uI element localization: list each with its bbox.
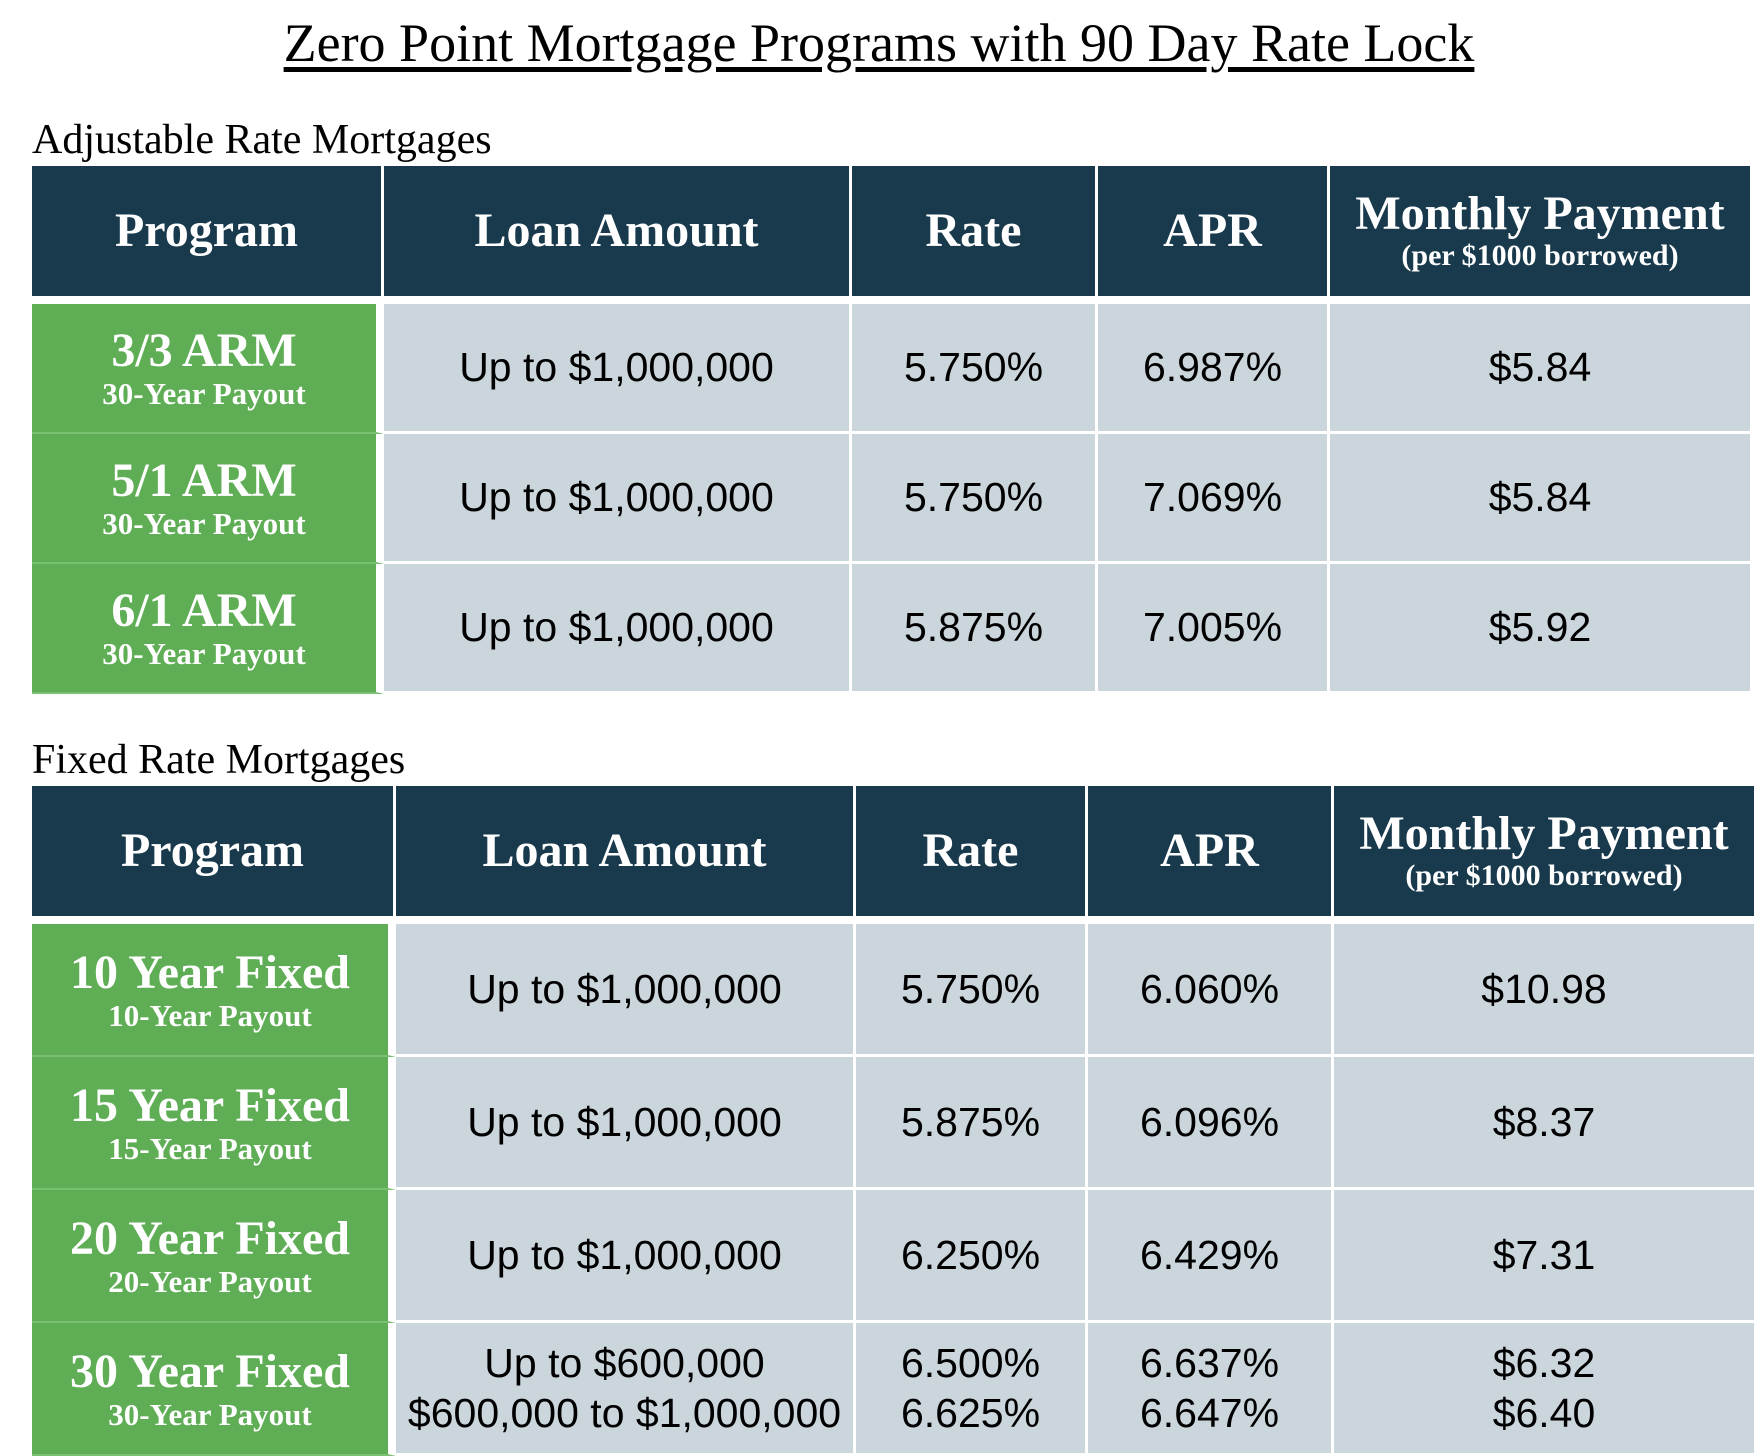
program-header: Program (32, 166, 384, 296)
program-header: Program (32, 786, 396, 916)
program-name: 6/1 ARM (111, 584, 297, 637)
loan-amount-tier-2: $600,000 to $1,000,000 (407, 1390, 842, 1436)
payment-cell: $7.31 (1334, 1190, 1754, 1323)
program-name: 20 Year Fixed (70, 1211, 350, 1265)
rate-cell: 6.500% 6.625% (856, 1323, 1088, 1456)
table-row: 20 Year Fixed 20-Year Payout Up to $1,00… (32, 1190, 1754, 1323)
fixed-rates-table: Program Loan Amount Rate APR Monthly Pay… (32, 786, 1754, 1456)
table-row: 15 Year Fixed 15-Year Payout Up to $1,00… (32, 1057, 1754, 1190)
program-payout: 20-Year Payout (108, 1263, 312, 1299)
page-title: Zero Point Mortgage Programs with 90 Day… (283, 13, 1475, 73)
table-row: 30 Year Fixed 30-Year Payout Up to $600,… (32, 1323, 1754, 1456)
loan-amount-cell: Up to $1,000,000 (396, 924, 856, 1057)
program-cell: 5/1 ARM 30-Year Payout (32, 434, 384, 564)
program-name: 5/1 ARM (111, 454, 297, 507)
table-header-row: Program Loan Amount Rate APR Monthly Pay… (32, 166, 1750, 296)
rate-header: Rate (852, 166, 1098, 296)
arm-section-title: Adjustable Rate Mortgages (32, 117, 492, 163)
arm-rates-table: Program Loan Amount Rate APR Monthly Pay… (32, 166, 1750, 694)
loan-amount-cell: Up to $600,000 $600,000 to $1,000,000 (396, 1323, 856, 1456)
program-payout: 30-Year Payout (102, 506, 306, 541)
program-cell: 30 Year Fixed 30-Year Payout (32, 1323, 396, 1456)
apr-cell: 6.060% (1088, 924, 1334, 1057)
header-spacer (32, 296, 1750, 304)
loan-amount-cell: Up to $1,000,000 (396, 1057, 856, 1190)
table-row: 3/3 ARM 30-Year Payout Up to $1,000,000 … (32, 304, 1750, 434)
table-row: 10 Year Fixed 10-Year Payout Up to $1,00… (32, 924, 1754, 1057)
rate-cell: 6.250% (856, 1190, 1088, 1323)
fixed-section-title: Fixed Rate Mortgages (32, 737, 406, 783)
program-name: 3/3 ARM (111, 324, 297, 377)
apr-cell: 6.637% 6.647% (1088, 1323, 1334, 1456)
table-row: 5/1 ARM 30-Year Payout Up to $1,000,000 … (32, 434, 1750, 564)
payment-cell: $10.98 (1334, 924, 1754, 1057)
program-name: 10 Year Fixed (70, 945, 350, 999)
program-payout: 10-Year Payout (108, 997, 312, 1033)
payment-cell: $5.92 (1330, 564, 1750, 694)
program-cell: 3/3 ARM 30-Year Payout (32, 304, 384, 434)
loan-amount-cell: Up to $1,000,000 (384, 564, 852, 694)
apr-cell: 6.987% (1098, 304, 1330, 434)
program-name: 30 Year Fixed (70, 1344, 350, 1398)
payment-cell: $6.32 $6.40 (1334, 1323, 1754, 1456)
apr-cell: 6.096% (1088, 1057, 1334, 1190)
loan-amount-cell: Up to $1,000,000 (384, 304, 852, 434)
apr-cell: 7.005% (1098, 564, 1330, 694)
table-row: 6/1 ARM 30-Year Payout Up to $1,000,000 … (32, 564, 1750, 694)
rate-cell: 5.750% (856, 924, 1088, 1057)
rate-tier-2: 6.625% (900, 1390, 1041, 1436)
rate-tier-1: 6.500% (900, 1340, 1041, 1386)
monthly-payment-header: Monthly Payment (per $1000 borrowed) (1330, 166, 1750, 296)
table-header-row: Program Loan Amount Rate APR Monthly Pay… (32, 786, 1754, 916)
loan-amount-tier-1: Up to $600,000 (484, 1340, 765, 1386)
program-cell: 15 Year Fixed 15-Year Payout (32, 1057, 396, 1190)
program-payout: 15-Year Payout (108, 1130, 312, 1166)
apr-header: APR (1088, 786, 1334, 916)
program-cell: 20 Year Fixed 20-Year Payout (32, 1190, 396, 1323)
rate-cell: 5.875% (852, 564, 1098, 694)
rate-cell: 5.875% (856, 1057, 1088, 1190)
program-payout: 30-Year Payout (108, 1396, 312, 1432)
program-cell: 10 Year Fixed 10-Year Payout (32, 924, 396, 1057)
program-payout: 30-Year Payout (102, 376, 306, 411)
apr-tier-2: 6.647% (1139, 1390, 1280, 1436)
program-cell: 6/1 ARM 30-Year Payout (32, 564, 384, 694)
apr-header: APR (1098, 166, 1330, 296)
apr-tier-1: 6.637% (1139, 1340, 1280, 1386)
payment-cell: $8.37 (1334, 1057, 1754, 1190)
apr-cell: 7.069% (1098, 434, 1330, 564)
payment-tier-1: $6.32 (1492, 1340, 1596, 1386)
rate-header: Rate (856, 786, 1088, 916)
header-spacer (32, 916, 1754, 924)
loan-amount-cell: Up to $1,000,000 (384, 434, 852, 564)
rate-cell: 5.750% (852, 434, 1098, 564)
loan-amount-header: Loan Amount (396, 786, 856, 916)
monthly-payment-header: Monthly Payment (per $1000 borrowed) (1334, 786, 1754, 916)
program-name: 15 Year Fixed (70, 1078, 350, 1132)
loan-amount-cell: Up to $1,000,000 (396, 1190, 856, 1323)
apr-cell: 6.429% (1088, 1190, 1334, 1323)
payment-cell: $5.84 (1330, 304, 1750, 434)
program-payout: 30-Year Payout (102, 636, 306, 671)
rate-cell: 5.750% (852, 304, 1098, 434)
loan-amount-header: Loan Amount (384, 166, 852, 296)
payment-cell: $5.84 (1330, 434, 1750, 564)
payment-tier-2: $6.40 (1492, 1390, 1596, 1436)
